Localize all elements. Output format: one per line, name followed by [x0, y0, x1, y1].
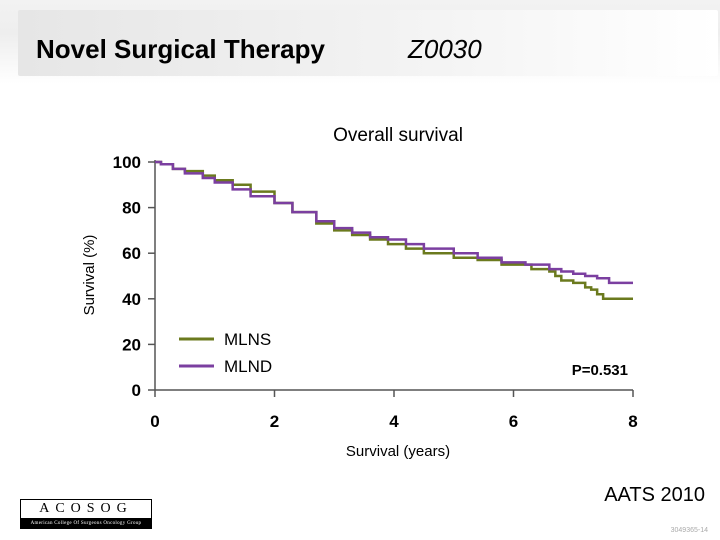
- x-tick-label: 6: [509, 412, 518, 431]
- y-tick-label: 20: [122, 335, 141, 354]
- legend-label-mlnd: MLND: [224, 357, 272, 376]
- trial-code: Z0030: [408, 34, 482, 64]
- series-line-mlnd: [155, 160, 633, 285]
- x-tick-label: 4: [389, 412, 399, 431]
- slide-id: 3049365-14: [670, 527, 708, 534]
- header-panel: [18, 10, 718, 76]
- acosog-logo: ACOSOG American College Of Surgeons Onco…: [20, 499, 152, 529]
- x-tick-label: 0: [150, 412, 159, 431]
- logo-letters: ACOSOG: [39, 501, 133, 516]
- chart-title: Overall survival: [333, 125, 463, 146]
- y-tick-label: 0: [132, 381, 141, 400]
- p-value-annotation: P=0.531: [572, 362, 628, 379]
- y-tick-label: 60: [122, 244, 141, 263]
- legend-label-mlns: MLNS: [224, 330, 271, 349]
- x-tick-label: 2: [270, 412, 279, 431]
- conference-label: AATS 2010: [604, 484, 705, 506]
- logo-subtitle: American College Of Surgeons Oncology Gr…: [21, 518, 151, 529]
- y-tick-label: 40: [122, 290, 141, 309]
- y-tick-label: 100: [113, 153, 141, 172]
- x-axis-label: Survival (years): [346, 443, 450, 460]
- slide-title: Novel Surgical Therapy: [36, 34, 325, 64]
- y-tick-label: 80: [122, 199, 141, 218]
- x-tick-label: 8: [628, 412, 637, 431]
- y-axis-label: Survival (%): [81, 235, 98, 316]
